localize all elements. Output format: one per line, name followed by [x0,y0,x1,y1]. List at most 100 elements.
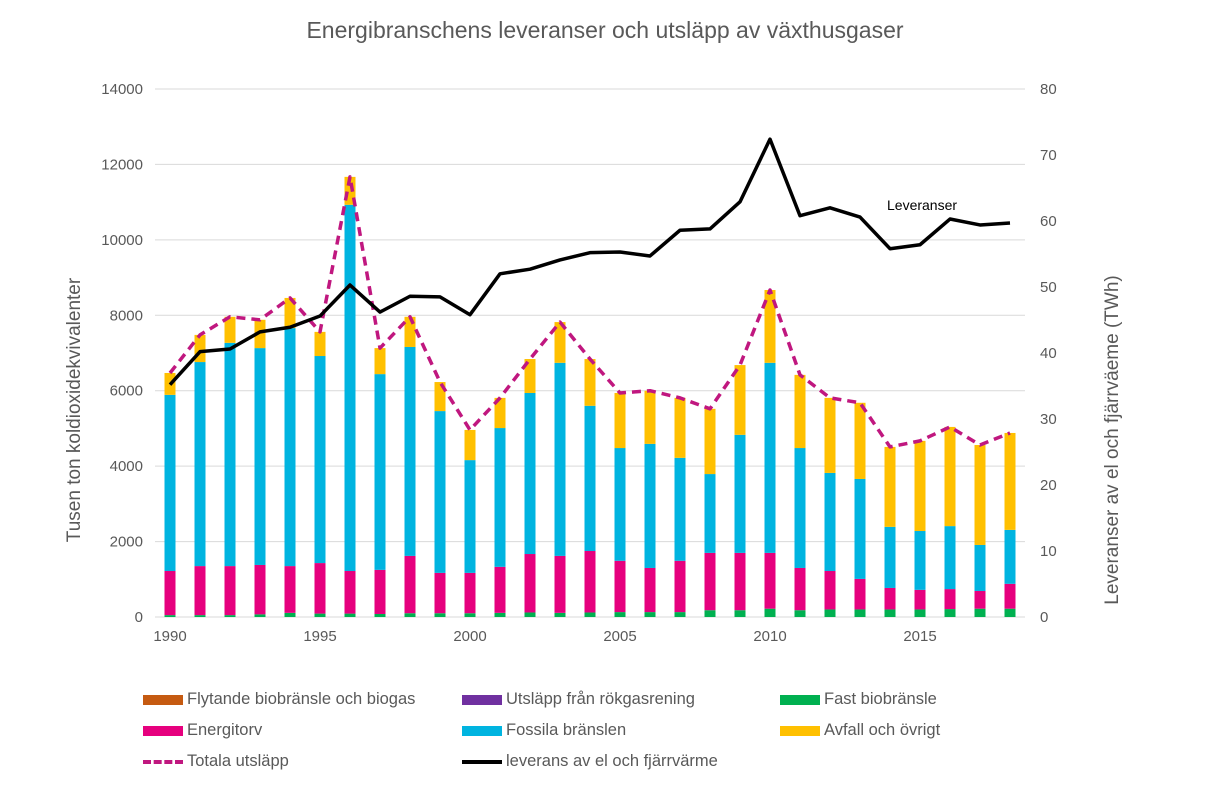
y2-tick-label: 80 [1040,81,1057,98]
legend-label: Fossila bränslen [506,721,627,739]
bar-segment-fast-biobr-nsle [434,613,446,617]
bar-segment-fast-biobr-nsle [734,610,746,617]
bar-segment-fossila-br-nslen [764,362,776,553]
bar-segment-fossila-br-nslen [674,457,686,561]
bar-segment-fossila-br-nslen [614,448,626,561]
bar-segment-fast-biobr-nsle [854,609,866,617]
bar-segment-avfall-och-vrigt [944,426,956,527]
bar-segment-fossila-br-nslen [824,472,836,571]
bar-segment-fossila-br-nslen [254,348,266,565]
bar-segment-avfall-och-vrigt [284,297,296,329]
bar-segment-avfall-och-vrigt [1004,432,1016,530]
bar-segment-fast-biobr-nsle [524,612,536,617]
legend-item-leverans: leverans av el och fjärrvärme [462,752,718,771]
bar-segment-fossila-br-nslen [644,443,656,568]
bar-segment-energitorv [464,572,476,614]
bar-segment-energitorv [914,589,926,610]
bar-segment-avfall-och-vrigt [734,365,746,435]
bar-segment-energitorv [824,570,836,610]
y2-tick-label: 20 [1040,477,1057,494]
legend-item-energitorv: Energitorv [143,721,262,740]
bar-segment-avfall-och-vrigt [554,322,566,363]
bar-segment-energitorv [434,572,446,614]
bar-segment-energitorv [704,552,716,611]
bar-segment-fast-biobr-nsle [944,609,956,617]
legend-label: Totala utsläpp [187,752,289,770]
bar-segment-avfall-och-vrigt [824,397,836,473]
bar-segment-fossila-br-nslen [734,434,746,553]
bar-segment-fossila-br-nslen [464,460,476,573]
legend-swatch-solid [462,759,502,764]
y-tick-label: 6000 [110,383,143,400]
bar-segment-fast-biobr-nsle [884,609,896,617]
bar-segment-fast-biobr-nsle [914,609,926,617]
legend-label: Avfall och övrigt [824,721,941,739]
bar-segment-energitorv [674,560,686,613]
legend-swatch [143,725,183,736]
bar-segment-fast-biobr-nsle [614,612,626,617]
bar-segment-fossila-br-nslen [884,526,896,588]
bar-segment-fast-biobr-nsle [374,613,386,617]
bar-segment-avfall-och-vrigt [494,397,506,429]
y-tick-label: 2000 [110,534,143,551]
y-tick-label: 12000 [101,156,143,173]
bar-segment-energitorv [944,589,956,610]
legend-label: leverans av el och fjärrvärme [506,752,718,770]
bar-segment-avfall-och-vrigt [314,331,326,357]
bar-segment-avfall-och-vrigt [584,359,596,406]
bar-segment-fast-biobr-nsle [1004,608,1016,617]
bar-segment-fossila-br-nslen [704,474,716,553]
bar-segment-fossila-br-nslen [434,411,446,573]
bar-segment-avfall-och-vrigt [344,176,356,205]
legend-item-flytande: Flytande biobränsle och biogas [143,690,415,709]
bar-segment-fast-biobr-nsle [764,608,776,617]
right-axis-title: Leveranser av el och fjärrväeme (TWh) [1102,275,1123,604]
bar-segment-fossila-br-nslen [164,394,176,571]
bar-segment-energitorv [644,567,656,613]
bar-segment-energitorv [224,566,236,616]
x-tick-label: 2005 [603,628,636,645]
bar-segment-avfall-och-vrigt [764,290,776,363]
bar-segment-energitorv [404,555,416,614]
bar-segment-energitorv [314,563,326,614]
bar-segment-avfall-och-vrigt [374,348,386,375]
bar-segment-avfall-och-vrigt [254,319,266,349]
bar-segment-fast-biobr-nsle [824,609,836,617]
right-axis-ticks: 0 10 20 30 40 50 60 70 80 [1040,81,1057,626]
bar-segment-fast-biobr-nsle [284,612,296,617]
legend-label: Flytande biobränsle och biogas [187,690,416,708]
bar-segment-avfall-och-vrigt [224,316,236,343]
legend-item-fast-biobransle: Fast biobränsle [780,690,937,709]
bar-segment-avfall-och-vrigt [194,334,206,363]
bar-segment-fast-biobr-nsle [704,610,716,617]
legend-label: Fast biobränsle [824,690,937,708]
legend-item-rokgasrening: Utsläpp från rökgasrening [462,690,695,709]
x-tick-label: 2000 [453,628,486,645]
legend-label: Energitorv [187,721,263,739]
bar-segment-fossila-br-nslen [794,448,806,568]
bar-segment-fossila-br-nslen [314,356,326,564]
legend-swatch [780,725,820,736]
bar-segment-energitorv [974,590,986,609]
bar-segment-fast-biobr-nsle [584,612,596,617]
x-tick-label: 1995 [303,628,336,645]
bar-segment-energitorv [494,566,506,613]
bar-segment-fossila-br-nslen [1004,529,1016,584]
bar-segment-fast-biobr-nsle [794,610,806,617]
bar-segment-avfall-och-vrigt [464,429,476,461]
legend-swatch [462,694,502,705]
bar-segment-fossila-br-nslen [494,428,506,567]
bar-segment-fast-biobr-nsle [404,613,416,617]
bar-segment-fossila-br-nslen [554,362,566,556]
bar-segment-fossila-br-nslen [374,374,386,570]
bar-segment-fast-biobr-nsle [254,614,266,617]
bar-segment-fossila-br-nslen [344,204,356,571]
y-tick-label: 0 [135,609,143,626]
leveranser-annotation: Leveranser [887,197,957,213]
bar-segment-fast-biobr-nsle [494,612,506,617]
y-tick-label: 8000 [110,307,143,324]
bar-segment-energitorv [374,569,386,614]
bar-segment-energitorv [344,570,356,614]
bar-segment-fast-biobr-nsle [554,612,566,617]
